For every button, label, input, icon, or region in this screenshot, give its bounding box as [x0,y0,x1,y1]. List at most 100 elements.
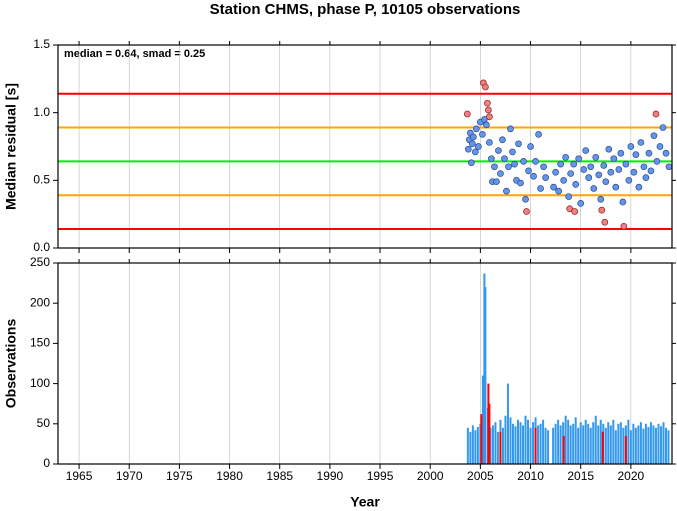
bar [644,423,647,464]
point [642,174,650,181]
bar [516,419,519,464]
point [493,178,500,186]
point [486,113,493,121]
bar [617,423,620,464]
bar [537,425,540,464]
bar [474,430,477,464]
bar [642,428,645,464]
bar [481,375,484,464]
point [495,147,502,154]
point [575,155,583,163]
point [652,110,660,118]
point [580,166,588,173]
point [523,208,530,215]
x-tick-label: 1970 [116,469,143,483]
point [607,168,615,176]
bar [489,427,492,464]
point [645,149,653,157]
point [567,170,575,177]
point [509,148,516,156]
point [499,136,506,144]
point [590,185,598,192]
point [640,163,648,171]
bar [562,435,565,464]
y-tick-label: 200 [30,295,50,309]
point [625,176,633,184]
bar [647,427,650,464]
bar [554,423,557,464]
point [659,124,667,131]
point [637,139,645,146]
annotation: median = 0.64, smad = 0.25 [64,48,205,60]
bar [557,419,560,464]
point [632,151,640,158]
point [501,155,508,163]
bar [491,425,494,464]
point [560,176,567,184]
x-tick-label: 1985 [266,469,293,483]
bar [579,422,582,464]
bar [649,422,652,464]
point [535,130,542,138]
x-tick-label: 2005 [467,469,494,483]
y-tick-label: 0 [43,456,50,470]
x-tick-label: 2000 [417,469,444,483]
bar [519,422,522,464]
bar [662,422,665,464]
point [635,183,643,191]
point [491,163,498,171]
point [627,143,635,150]
point [550,183,557,191]
bar [607,422,610,464]
bar [569,425,572,464]
plot-frame [57,44,673,249]
bar [582,425,585,464]
point [473,125,480,133]
point [601,218,609,226]
point [605,145,613,153]
bar [632,423,635,464]
bar [572,423,575,464]
bar [597,425,600,464]
point [527,143,534,150]
point [540,163,547,171]
x-tick-label: 2020 [618,469,645,483]
point [619,198,627,206]
bar [564,415,567,464]
point [562,153,570,161]
bar [496,431,499,464]
point [505,163,512,171]
point [570,160,578,168]
point [565,193,573,200]
point [497,170,504,177]
bar [539,423,542,464]
point [600,162,608,169]
bar [476,427,479,464]
point [522,195,529,203]
point [622,160,630,168]
bar [484,287,487,464]
y-tick-label: 250 [30,255,50,269]
point [597,195,605,203]
bar [619,422,622,464]
bar [480,414,483,464]
point [612,183,620,191]
bar [604,427,607,464]
point [485,106,492,114]
point [463,110,471,118]
point [610,155,618,163]
bar [542,419,545,464]
point [482,83,489,91]
bar [532,422,535,464]
point [507,125,514,133]
bar [466,427,469,464]
point [511,160,518,168]
point [571,208,579,215]
chart-title: Station CHMS, phase P, 10105 observation… [210,1,521,18]
point [656,143,664,150]
bar [471,425,474,464]
point [515,140,522,148]
bar [601,431,604,464]
point [566,205,574,213]
